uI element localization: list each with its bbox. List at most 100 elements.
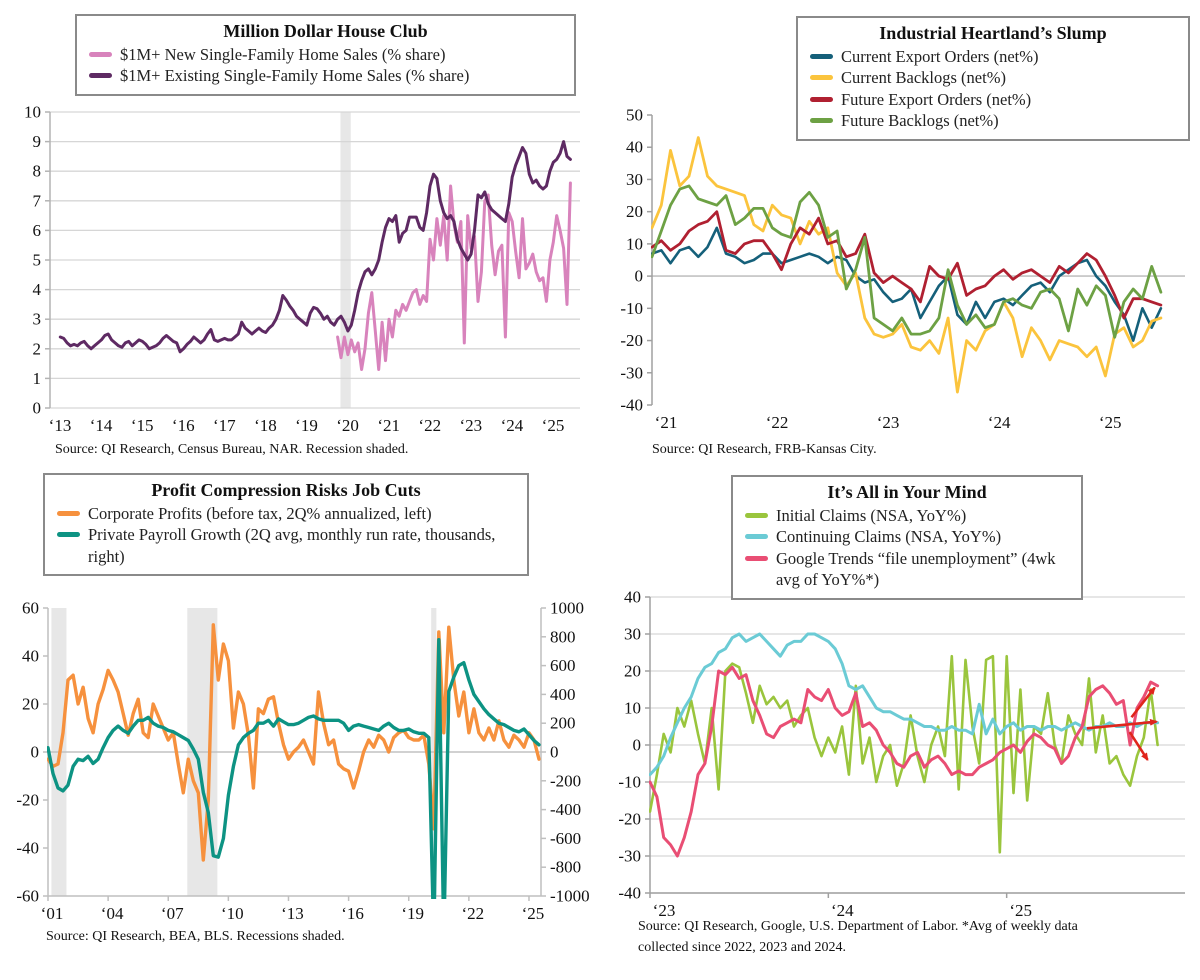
y-axis-right-label: 1000 bbox=[550, 599, 584, 618]
x-axis-label: ‘14 bbox=[90, 416, 113, 435]
y-axis-label: 0 bbox=[31, 743, 40, 762]
chart-title: Profit Compression Risks Job Cuts bbox=[151, 480, 421, 500]
x-axis-label: ‘25 bbox=[1099, 413, 1122, 432]
y-axis-label: -60 bbox=[16, 887, 39, 906]
y-axis-label: 10 bbox=[24, 103, 41, 122]
legend-item-label: $1M+ New Single-Family Home Sales (% sha… bbox=[120, 45, 446, 64]
series-existing-home-sales-share bbox=[58, 140, 572, 354]
x-axis-label: ‘23 bbox=[460, 416, 483, 435]
y-axis-label: 5 bbox=[33, 251, 42, 270]
y-axis-label: -20 bbox=[618, 810, 641, 829]
legend-item: $1M+ Existing Single-Family Home Sales (… bbox=[87, 65, 564, 86]
series-future-export-orders bbox=[651, 210, 1163, 320]
x-axis-label: ‘04 bbox=[101, 904, 124, 923]
legend-item-label: Continuing Claims (NSA, YoY%) bbox=[776, 527, 1002, 547]
chart-title: Industrial Heartland’s Slump bbox=[879, 23, 1107, 43]
chart-title: It’s All in Your Mind bbox=[827, 482, 987, 502]
y-axis-label: 0 bbox=[633, 736, 642, 755]
y-axis-right-label: 200 bbox=[550, 714, 576, 733]
chart-legend: Million Dollar House Club $1M+ New Singl… bbox=[75, 14, 576, 96]
legend-swatch bbox=[745, 513, 768, 518]
y-axis-label: 20 bbox=[626, 202, 643, 221]
x-axis-label: ‘16 bbox=[341, 904, 364, 923]
series-corporate-profits bbox=[47, 623, 541, 862]
y-axis-label: 7 bbox=[33, 191, 42, 210]
trend-arrows bbox=[1086, 686, 1158, 762]
source-line: Source: QI Research, Census Bureau, NAR.… bbox=[55, 442, 409, 457]
y-axis-label: -10 bbox=[620, 299, 643, 318]
y-axis-label: 40 bbox=[626, 138, 643, 157]
y-axis-label: 0 bbox=[635, 267, 644, 286]
x-axis-label: ‘16 bbox=[172, 416, 195, 435]
legend-item: Google Trends “file unemployment” (4wk a… bbox=[743, 548, 1071, 591]
y-axis-label: 9 bbox=[33, 132, 42, 151]
legend-swatch bbox=[810, 96, 833, 102]
axis-labels: -60-40-200204060-1000-800-600-400-200020… bbox=[16, 599, 589, 924]
source-line: Source: QI Research, FRB-Kansas City. bbox=[652, 442, 877, 457]
y-axis-right-label: 400 bbox=[550, 685, 576, 704]
y-axis-right-label: 0 bbox=[550, 743, 559, 762]
legend-items: Initial Claims (NSA, YoY%) Continuing Cla… bbox=[743, 505, 1071, 591]
trend-arrow bbox=[1128, 731, 1149, 762]
series-current-backlogs bbox=[651, 136, 1163, 394]
legend-items: Corporate Profits (before tax, 2Q% annua… bbox=[55, 503, 517, 567]
y-axis-label: -30 bbox=[618, 847, 641, 866]
legend-swatch bbox=[57, 532, 80, 538]
legend-item: Initial Claims (NSA, YoY%) bbox=[743, 505, 1071, 526]
legend-item: Current Export Orders (net%) bbox=[808, 46, 1178, 67]
legend-swatch bbox=[57, 511, 80, 516]
chart-canvas: -60-40-200204060-1000-800-600-400-200020… bbox=[16, 599, 589, 924]
series-new-home-sales-share bbox=[336, 181, 572, 371]
legend-item: Future Backlogs (net%) bbox=[808, 110, 1178, 131]
axes bbox=[43, 607, 546, 901]
chart-source: Source: QI Research, Google, U.S. Depart… bbox=[638, 916, 1194, 958]
x-axis-label: ‘21 bbox=[655, 413, 678, 432]
chart-panel-profit-compression: -60 -40 -20 0 20 40 60 -1000 -800 -600 -400 -200 0 20… bbox=[0, 470, 600, 980]
legend-item-label: Google Trends “file unemployment” (4wk a… bbox=[776, 548, 1056, 590]
chart-panel-industrial-heartlands-slump: -40 -30 -20 -10 0 10 20 30 40 50 ‘21 ‘22 ‘23 ‘24 ‘25 I… bbox=[600, 0, 1200, 470]
series-google-trends-file-unemployment bbox=[649, 665, 1160, 858]
x-axis-label: ‘22 bbox=[462, 904, 485, 923]
x-axis-label: ‘25 bbox=[1009, 901, 1032, 920]
series-future-backlogs bbox=[651, 184, 1163, 339]
axes bbox=[45, 111, 51, 409]
legend-item-label: Private Payroll Growth (2Q avg, monthly … bbox=[88, 525, 496, 566]
y-axis-label: 8 bbox=[33, 162, 42, 181]
x-axis-label: ‘21 bbox=[377, 416, 400, 435]
y-axis-label: 10 bbox=[624, 699, 641, 718]
x-axis-label: ‘22 bbox=[766, 413, 789, 432]
x-axis-label: ‘10 bbox=[221, 904, 244, 923]
legend-swatch bbox=[810, 75, 833, 81]
y-axis-label: 6 bbox=[33, 221, 42, 240]
legend-item: Private Payroll Growth (2Q avg, monthly … bbox=[55, 524, 517, 567]
legend-item-label: Future Export Orders (net%) bbox=[841, 89, 1032, 109]
y-axis-label: 20 bbox=[22, 695, 39, 714]
gridlines bbox=[50, 111, 580, 409]
chart-title: Million Dollar House Club bbox=[223, 21, 428, 41]
x-axis-label: ‘24 bbox=[831, 901, 854, 920]
y-axis-label: 2 bbox=[33, 339, 42, 358]
x-axis-label: ‘07 bbox=[161, 904, 184, 923]
axes bbox=[647, 114, 653, 406]
y-axis-label: -40 bbox=[618, 884, 641, 903]
y-axis-label: 3 bbox=[33, 310, 42, 329]
legend-swatch bbox=[745, 534, 768, 540]
y-axis-label: -40 bbox=[16, 839, 39, 858]
chart-canvas: -40 -30 -20 -10 0 10 20 30 40 ‘23 ‘24 ‘25 bbox=[618, 588, 1185, 921]
axes bbox=[645, 596, 1185, 898]
y-axis-label: 0 bbox=[33, 399, 42, 418]
axis-labels: 0 1 2 3 4 5 6 7 8 9 10 ‘13 ‘14 ‘15 ‘16 ‘17 ‘18 ‘19 ‘20 ‘21 ‘… bbox=[24, 103, 564, 436]
x-axis-label: ‘20 bbox=[336, 416, 359, 435]
axis-labels: -40 -30 -20 -10 0 10 20 30 40 ‘23 ‘24 ‘25 bbox=[618, 588, 1032, 921]
trend-arrow bbox=[1086, 718, 1158, 730]
y-axis-label: 20 bbox=[624, 662, 641, 681]
y-axis-label: 10 bbox=[626, 234, 643, 253]
legend-swatch bbox=[810, 54, 833, 59]
source-line: Source: QI Research, BEA, BLS. Recession… bbox=[46, 929, 345, 944]
x-axis-label: ‘15 bbox=[131, 416, 154, 435]
legend-item: Continuing Claims (NSA, YoY%) bbox=[743, 526, 1071, 547]
y-axis-label: -30 bbox=[620, 363, 643, 382]
legend-swatch bbox=[89, 73, 112, 79]
x-axis-label: ‘19 bbox=[401, 904, 424, 923]
x-axis-label: ‘24 bbox=[501, 416, 524, 435]
